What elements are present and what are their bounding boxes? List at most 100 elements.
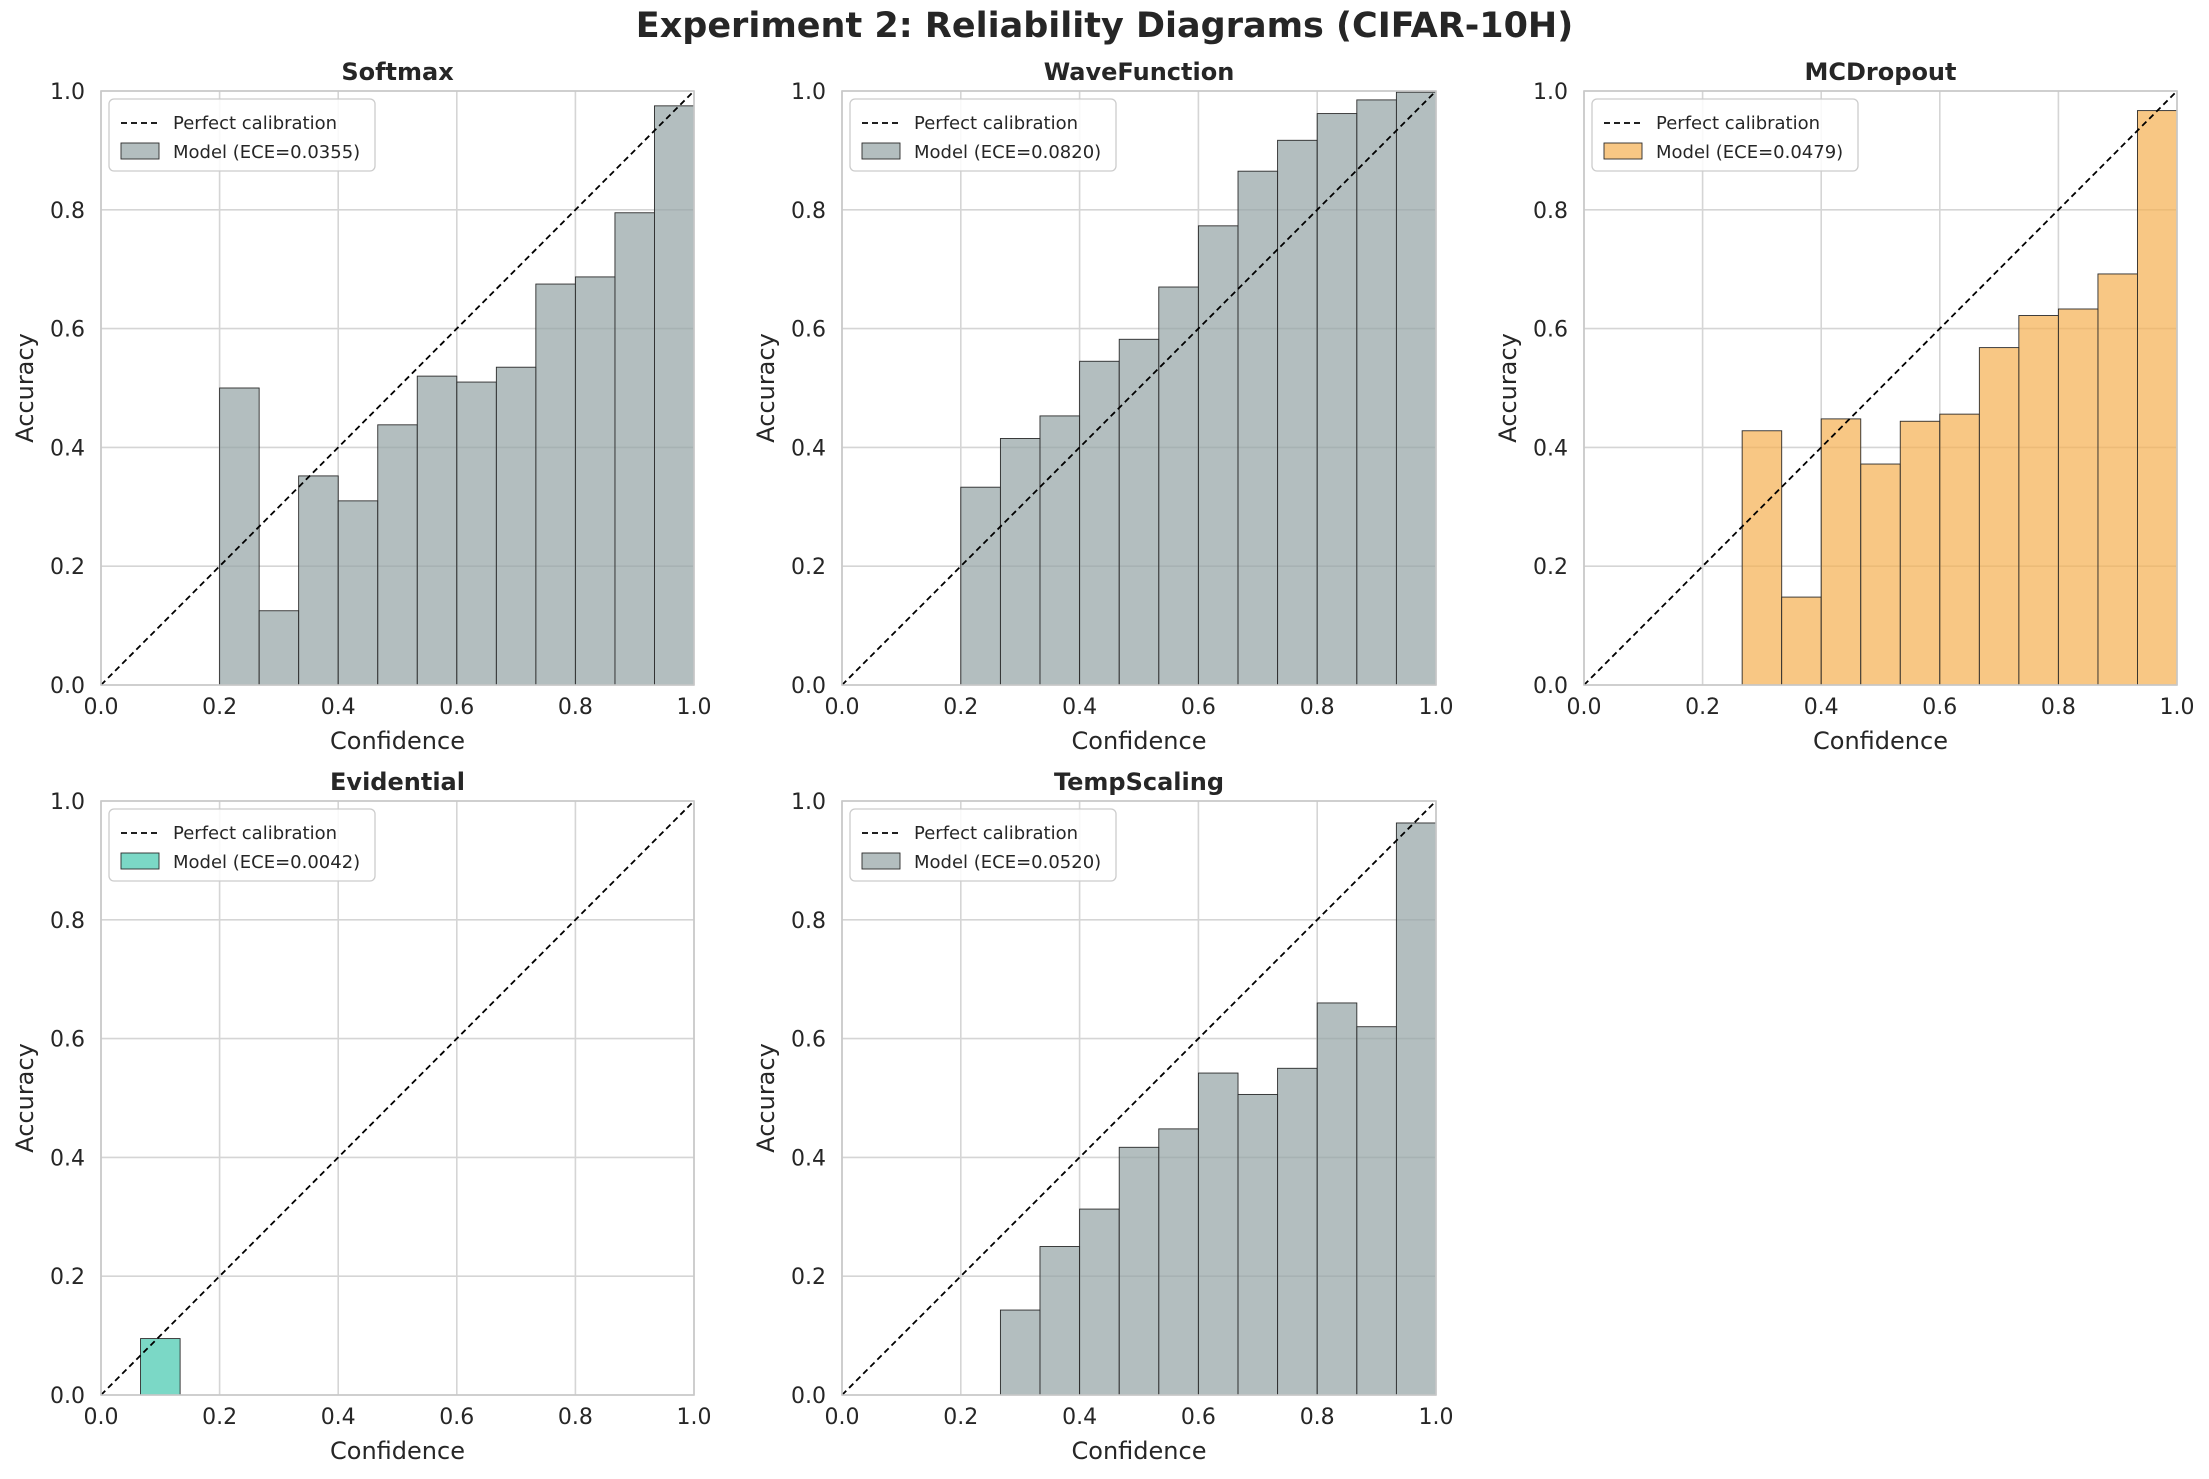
calibration-bar	[1356, 99, 1397, 686]
panel-title: MCDropout	[1805, 58, 1957, 86]
legend-label-perfect: Perfect calibration	[173, 823, 337, 844]
x-tick-label: 0.8	[558, 695, 593, 720]
legend-label-perfect: Perfect calibration	[914, 823, 1078, 844]
legend-box	[108, 808, 376, 882]
y-tick-label: 0.2	[791, 555, 826, 580]
x-tick-label: 0.0	[1567, 695, 1602, 720]
y-tick-label: 0.2	[1533, 555, 1568, 580]
y-tick-label: 1.0	[791, 80, 826, 105]
calibration-bar	[1039, 1246, 1081, 1396]
x-tick-label: 0.0	[825, 1405, 860, 1430]
y-tick-label: 0.8	[791, 199, 826, 224]
axes-frame	[841, 90, 1437, 686]
calibration-bar	[1741, 430, 1783, 686]
calibration-bar	[456, 381, 497, 686]
calibration-bar	[495, 366, 537, 686]
y-tick-label: 0.8	[791, 909, 826, 934]
calibration-bar	[1860, 463, 1901, 686]
legend-label-perfect: Perfect calibration	[173, 113, 337, 134]
panel-title: TempScaling	[1054, 768, 1224, 796]
y-tick-label: 0.2	[791, 1265, 826, 1290]
x-axis-label: Confidence	[330, 1437, 465, 1465]
axes-frame	[841, 800, 1437, 1396]
legend-box	[849, 98, 1117, 172]
perfect-calibration-line	[841, 90, 1437, 686]
legend-label-perfect: Perfect calibration	[1656, 113, 1820, 134]
x-tick-label: 1.0	[677, 1405, 712, 1430]
y-tick-label: 1.0	[1533, 80, 1568, 105]
calibration-bar	[535, 283, 576, 686]
y-tick-label: 0.6	[1533, 318, 1568, 343]
calibration-bar	[298, 475, 339, 686]
calibration-bar	[1237, 1093, 1279, 1396]
calibration-bar	[1197, 1072, 1239, 1396]
calibration-bar	[1118, 1146, 1160, 1396]
x-axis-label: Confidence	[330, 727, 465, 755]
axes-frame	[1583, 90, 2178, 686]
x-tick-label: 1.0	[1419, 1405, 1454, 1430]
x-tick-label: 0.6	[439, 695, 474, 720]
legend-bar-swatch	[861, 142, 901, 160]
calibration-bar	[2136, 110, 2178, 686]
y-tick-label: 0.4	[791, 1146, 826, 1171]
x-tick-label: 0.2	[1685, 695, 1720, 720]
calibration-bar	[1939, 413, 1980, 686]
x-tick-label: 0.8	[2041, 695, 2076, 720]
x-tick-label: 0.8	[558, 1405, 593, 1430]
y-tick-label: 0.8	[1533, 199, 1568, 224]
y-tick-label: 0.6	[50, 1028, 85, 1053]
x-tick-label: 1.0	[2160, 695, 2195, 720]
perfect-calibration-line	[841, 800, 1437, 1396]
y-axis-label: Accuracy	[11, 333, 39, 443]
y-tick-label: 0.6	[791, 318, 826, 343]
x-tick-label: 0.0	[84, 695, 119, 720]
x-axis-label: Confidence	[1072, 1437, 1207, 1465]
legend-box	[849, 808, 1117, 882]
x-tick-label: 0.6	[1922, 695, 1957, 720]
y-tick-label: 0.0	[50, 674, 85, 699]
y-tick-label: 0.0	[1533, 674, 1568, 699]
y-tick-label: 0.8	[50, 909, 85, 934]
x-tick-label: 0.6	[1181, 695, 1216, 720]
calibration-bar	[219, 387, 260, 686]
y-tick-label: 0.6	[791, 1028, 826, 1053]
x-tick-label: 0.4	[1804, 695, 1839, 720]
y-tick-label: 1.0	[791, 790, 826, 815]
bar-series	[219, 105, 695, 686]
legend-bar-swatch	[120, 852, 160, 870]
calibration-bar	[653, 105, 695, 686]
y-axis-label: Accuracy	[1494, 333, 1522, 443]
axes-frame	[100, 800, 695, 1396]
calibration-bar	[1316, 1002, 1358, 1396]
calibration-bar	[574, 276, 616, 686]
x-tick-label: 0.6	[439, 1405, 474, 1430]
y-axis-label: Accuracy	[11, 1043, 39, 1153]
x-axis-label: Confidence	[1072, 727, 1207, 755]
calibration-bar	[1978, 347, 2020, 686]
legend-box	[108, 98, 376, 172]
calibration-bar	[1356, 1026, 1397, 1396]
x-tick-label: 0.0	[84, 1405, 119, 1430]
legend-bar-swatch	[861, 852, 901, 870]
y-tick-label: 0.8	[50, 199, 85, 224]
x-tick-label: 0.4	[1062, 695, 1097, 720]
bar-series	[1741, 110, 2178, 686]
x-tick-label: 1.0	[677, 695, 712, 720]
y-tick-label: 0.0	[791, 674, 826, 699]
calibration-bar	[1395, 822, 1437, 1396]
calibration-bar	[1820, 418, 1862, 686]
y-tick-label: 0.4	[1533, 436, 1568, 461]
legend-bar-swatch	[120, 142, 160, 160]
x-tick-label: 0.2	[202, 695, 237, 720]
calibration-bar	[614, 212, 655, 686]
x-tick-label: 0.2	[202, 1405, 237, 1430]
y-tick-label: 0.0	[50, 1384, 85, 1409]
y-tick-label: 0.4	[791, 436, 826, 461]
calibration-bar	[2097, 273, 2138, 686]
calibration-bar	[1277, 1067, 1318, 1396]
calibration-bar	[2018, 315, 2059, 686]
y-tick-label: 0.4	[50, 436, 85, 461]
